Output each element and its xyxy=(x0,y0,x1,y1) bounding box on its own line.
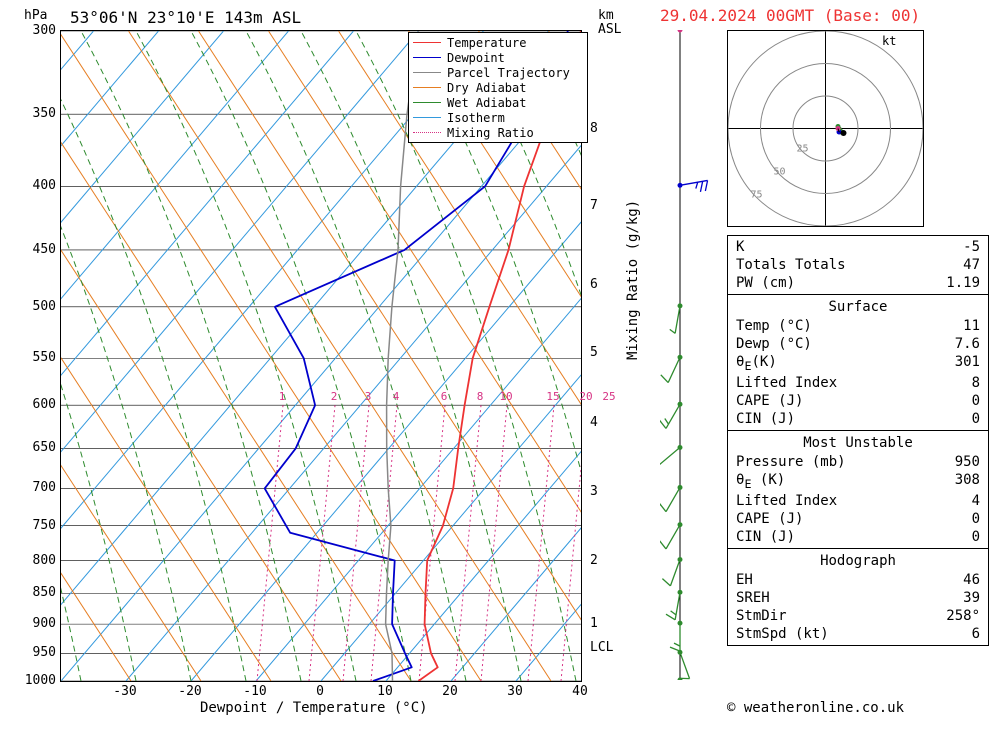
temp-tick: 0 xyxy=(316,684,324,699)
pressure-tick: 900 xyxy=(22,616,56,631)
index-section: HodographEH46SREH39StmDir258°StmSpd (kt)… xyxy=(728,549,988,645)
mixratio-label: 15 xyxy=(546,390,559,403)
hodograph: 25 50 75 xyxy=(727,30,924,227)
km-tick: 1 xyxy=(590,616,598,631)
index-row: PW (cm)1.19 xyxy=(736,274,980,292)
section-header: Most Unstable xyxy=(736,433,980,453)
svg-text:25: 25 xyxy=(796,143,808,154)
mixratio-label: 10 xyxy=(499,390,512,403)
index-row: Pressure (mb)950 xyxy=(736,453,980,471)
legend-row: Isotherm xyxy=(413,110,583,125)
mixratio-label: 25 xyxy=(602,390,615,403)
index-row: Totals Totals47 xyxy=(736,256,980,274)
temp-tick: -20 xyxy=(178,684,201,699)
km-tick: 5 xyxy=(590,345,598,360)
km-tick: 4 xyxy=(590,415,598,430)
mixratio-label: 8 xyxy=(477,390,484,403)
pressure-tick: 1000 xyxy=(22,673,56,688)
index-row: θE(K)301 xyxy=(736,353,980,374)
mixratio-label: 4 xyxy=(393,390,400,403)
km-tick: 7 xyxy=(590,198,598,213)
km-tick: 8 xyxy=(590,121,598,136)
y-right-unit-asl: ASL xyxy=(598,22,621,37)
y-right-unit: km xyxy=(598,8,614,23)
temp-tick: 30 xyxy=(507,684,523,699)
index-row: θE (K)308 xyxy=(736,471,980,492)
index-row: CIN (J)0 xyxy=(736,528,980,546)
datetime-title: 29.04.2024 00GMT (Base: 00) xyxy=(660,6,920,25)
pressure-tick: 500 xyxy=(22,299,56,314)
mixratio-label: 2 xyxy=(331,390,338,403)
legend-row: Dry Adiabat xyxy=(413,80,583,95)
legend-row: Parcel Trajectory xyxy=(413,65,583,80)
legend-row: Mixing Ratio xyxy=(413,125,583,140)
y-left-unit: hPa xyxy=(24,8,47,23)
index-row: CAPE (J)0 xyxy=(736,510,980,528)
mixratio-label: 20 xyxy=(579,390,592,403)
index-row: Lifted Index4 xyxy=(736,492,980,510)
index-row: StmDir258° xyxy=(736,607,980,625)
index-row: K-5 xyxy=(736,238,980,256)
pressure-tick: 400 xyxy=(22,178,56,193)
temp-tick: 10 xyxy=(377,684,393,699)
pressure-tick: 600 xyxy=(22,397,56,412)
svg-text:50: 50 xyxy=(774,166,786,177)
pressure-tick: 350 xyxy=(22,106,56,121)
index-row: CIN (J)0 xyxy=(736,410,980,428)
svg-text:75: 75 xyxy=(751,189,763,200)
copyright-text: © weatheronline.co.uk xyxy=(727,700,904,716)
legend-row: Wet Adiabat xyxy=(413,95,583,110)
section-header: Hodograph xyxy=(736,551,980,571)
temp-tick: 40 xyxy=(572,684,588,699)
pressure-tick: 850 xyxy=(22,585,56,600)
lcl-label: LCL xyxy=(590,640,613,655)
pressure-tick: 700 xyxy=(22,480,56,495)
index-section: SurfaceTemp (°C)11Dewp (°C)7.6θE(K)301Li… xyxy=(728,295,988,431)
pressure-tick: 650 xyxy=(22,440,56,455)
x-axis-label: Dewpoint / Temperature (°C) xyxy=(200,700,428,716)
location-title: 53°06'N 23°10'E 143m ASL xyxy=(70,8,301,27)
legend-row: Dewpoint xyxy=(413,50,583,65)
mixratio-label: 6 xyxy=(441,390,448,403)
indices-table: K-5Totals Totals47PW (cm)1.19SurfaceTemp… xyxy=(727,235,989,646)
index-section: Most UnstablePressure (mb)950θE (K)308Li… xyxy=(728,431,988,549)
km-tick: 2 xyxy=(590,553,598,568)
index-section: K-5Totals Totals47PW (cm)1.19 xyxy=(728,236,988,295)
km-tick: 3 xyxy=(590,484,598,499)
legend-row: Temperature xyxy=(413,35,583,50)
temp-tick: 20 xyxy=(442,684,458,699)
wind-barb-column xyxy=(660,30,720,680)
temp-tick: -10 xyxy=(243,684,266,699)
index-row: EH46 xyxy=(736,571,980,589)
index-row: StmSpd (kt)6 xyxy=(736,625,980,643)
mixratio-label: 3 xyxy=(365,390,372,403)
index-row: CAPE (J)0 xyxy=(736,392,980,410)
pressure-tick: 550 xyxy=(22,350,56,365)
pressure-tick: 800 xyxy=(22,553,56,568)
mixratio-axis-label: Mixing Ratio (g/kg) xyxy=(625,200,641,360)
section-header: Surface xyxy=(736,297,980,317)
hodograph-unit: kt xyxy=(882,34,896,48)
pressure-tick: 450 xyxy=(22,242,56,257)
index-row: SREH39 xyxy=(736,589,980,607)
index-row: Lifted Index8 xyxy=(736,374,980,392)
pressure-tick: 750 xyxy=(22,518,56,533)
pressure-tick: 950 xyxy=(22,645,56,660)
temp-tick: -30 xyxy=(113,684,136,699)
mixratio-label: 1 xyxy=(279,390,286,403)
index-row: Temp (°C)11 xyxy=(736,317,980,335)
chart-legend: TemperatureDewpointParcel TrajectoryDry … xyxy=(408,32,588,143)
km-tick: 6 xyxy=(590,277,598,292)
index-row: Dewp (°C)7.6 xyxy=(736,335,980,353)
pressure-tick: 300 xyxy=(22,23,56,38)
